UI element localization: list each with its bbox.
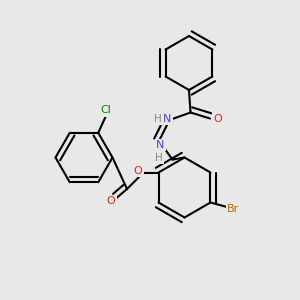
- Text: O: O: [134, 166, 142, 176]
- Text: H: H: [154, 113, 162, 124]
- Text: N: N: [163, 113, 172, 124]
- Text: N: N: [156, 140, 165, 150]
- Text: Cl: Cl: [100, 105, 111, 115]
- Text: O: O: [213, 113, 222, 124]
- Text: H: H: [155, 153, 163, 163]
- Text: O: O: [107, 196, 116, 206]
- Text: Br: Br: [227, 204, 239, 214]
